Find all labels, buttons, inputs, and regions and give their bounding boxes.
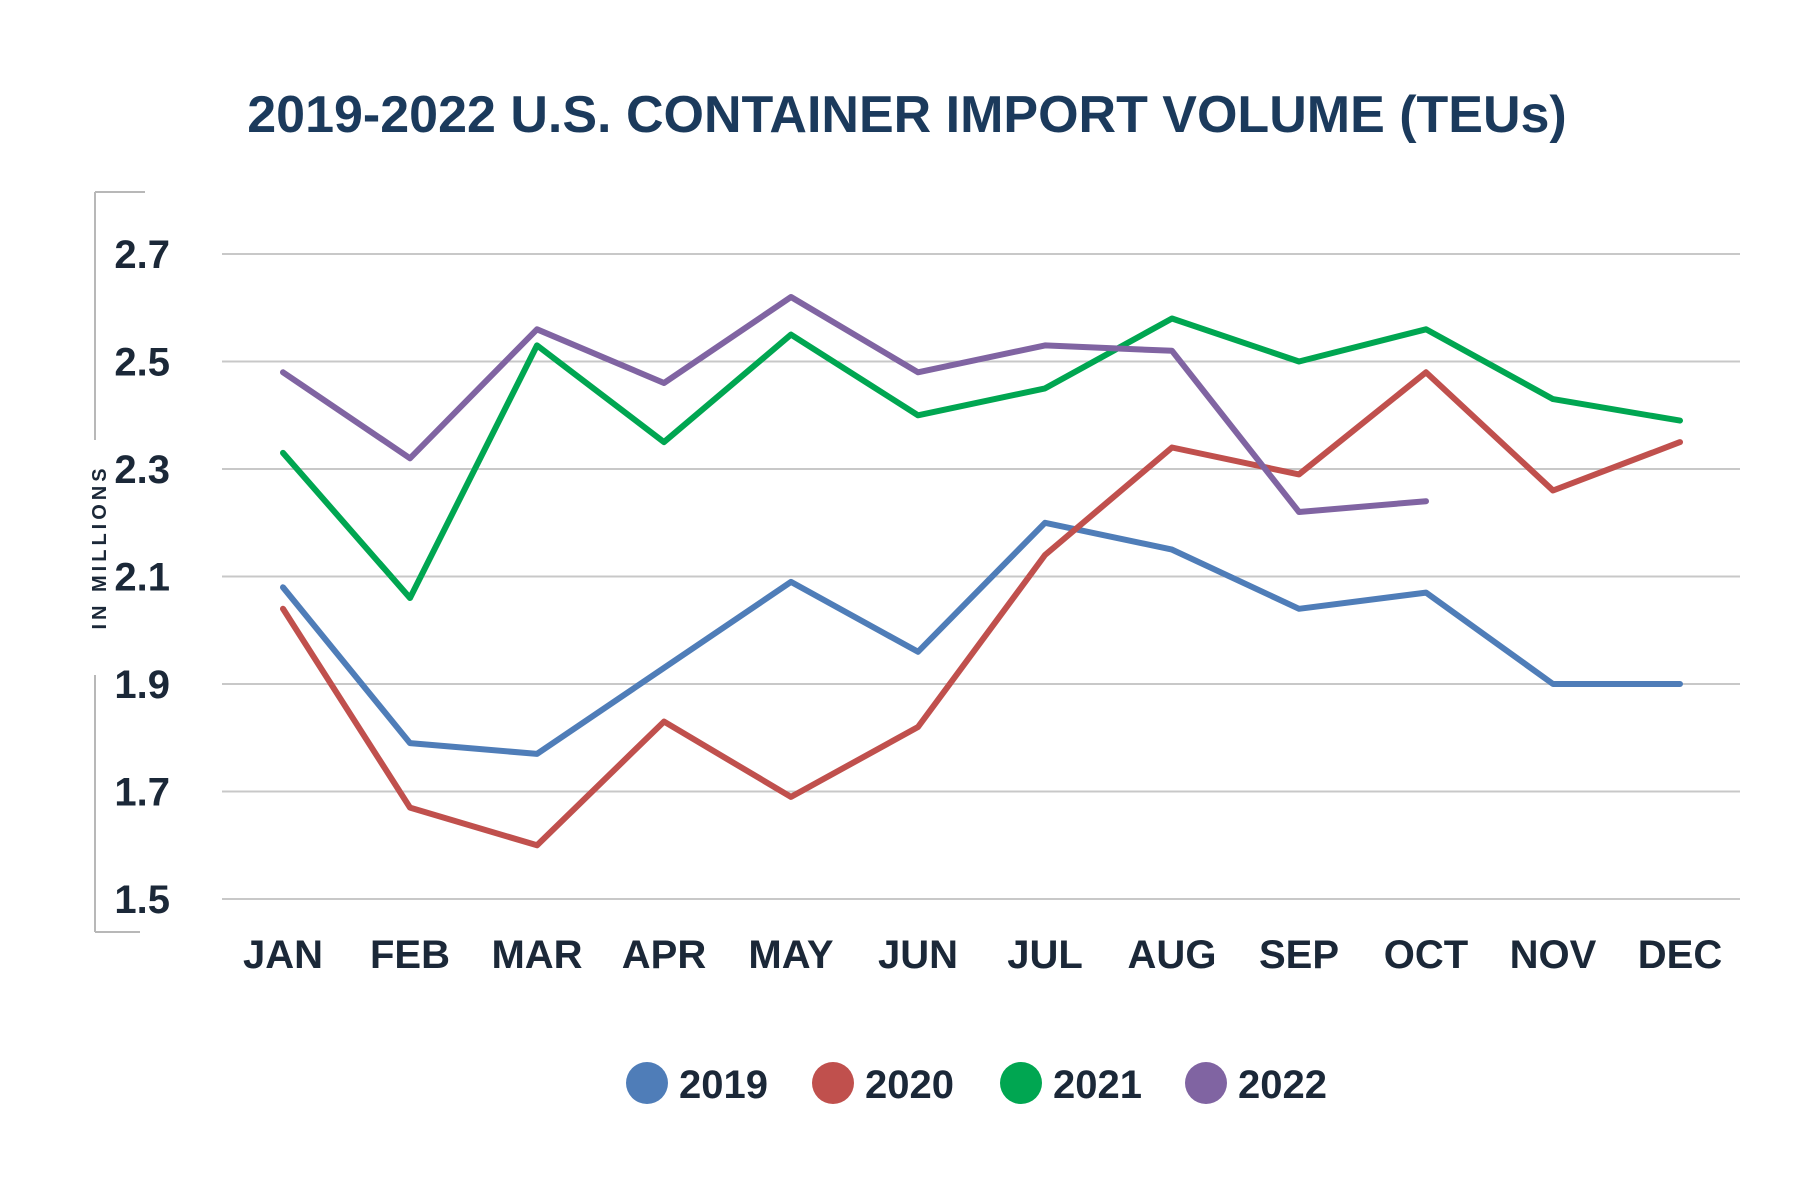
series-lines bbox=[280, 294, 1683, 849]
legend-item-2021: 2021 bbox=[1000, 1062, 1142, 1107]
x-tick-label: AUG bbox=[1128, 933, 1217, 977]
y-tick-label: 1.5 bbox=[114, 878, 170, 922]
series-line-2021 bbox=[280, 315, 1683, 601]
legend-item-2019: 2019 bbox=[626, 1062, 768, 1107]
y-tick-label: 2.3 bbox=[114, 448, 170, 492]
x-tick-label: JUL bbox=[1007, 933, 1083, 977]
gridlines bbox=[222, 253, 1740, 900]
x-tick-label: FEB bbox=[370, 933, 450, 977]
series-line-2019 bbox=[280, 519, 1683, 757]
x-tick-label: SEP bbox=[1259, 933, 1339, 977]
legend-label: 2021 bbox=[1053, 1063, 1142, 1107]
y-tick-labels: 2.7 2.5 2.3 2.1 1.9 1.7 1.5 bbox=[114, 233, 170, 922]
x-tick-label: NOV bbox=[1510, 933, 1597, 977]
x-tick-labels: JAN FEB MAR APR MAY JUN JUL AUG SEP OCT NOV DEC bbox=[243, 933, 1722, 977]
x-tick-label: APR bbox=[622, 933, 707, 977]
axis-bracket bbox=[94, 191, 145, 933]
x-tick-label: JUN bbox=[878, 933, 958, 977]
legend-item-2022: 2022 bbox=[1185, 1062, 1327, 1107]
legend-swatch bbox=[812, 1062, 854, 1104]
x-tick-label: MAR bbox=[491, 933, 582, 977]
series-line-2020 bbox=[280, 369, 1683, 849]
y-tick-label: 1.9 bbox=[114, 663, 170, 707]
chart-title: 2019-2022 U.S. CONTAINER IMPORT VOLUME (… bbox=[247, 86, 1567, 144]
x-tick-label: JAN bbox=[243, 933, 323, 977]
x-tick-label: MAY bbox=[748, 933, 834, 977]
y-tick-label: 2.5 bbox=[114, 341, 170, 385]
legend-label: 2020 bbox=[865, 1063, 954, 1107]
x-tick-label: OCT bbox=[1384, 933, 1468, 977]
y-tick-label: 1.7 bbox=[114, 771, 170, 815]
legend-label: 2022 bbox=[1238, 1063, 1327, 1107]
x-tick-label: DEC bbox=[1638, 933, 1722, 977]
legend-label: 2019 bbox=[679, 1063, 768, 1107]
y-tick-label: 2.7 bbox=[114, 233, 170, 277]
legend-swatch bbox=[626, 1062, 668, 1104]
legend-swatch bbox=[1185, 1062, 1227, 1104]
y-tick-label: 2.1 bbox=[114, 556, 170, 600]
legend-item-2020: 2020 bbox=[812, 1062, 954, 1107]
legend-swatch bbox=[1000, 1062, 1042, 1104]
series-line-2022 bbox=[280, 294, 1429, 515]
legend: 2019 2020 2021 2022 bbox=[626, 1062, 1327, 1107]
y-axis-label: IN MILLIONS bbox=[89, 464, 111, 629]
